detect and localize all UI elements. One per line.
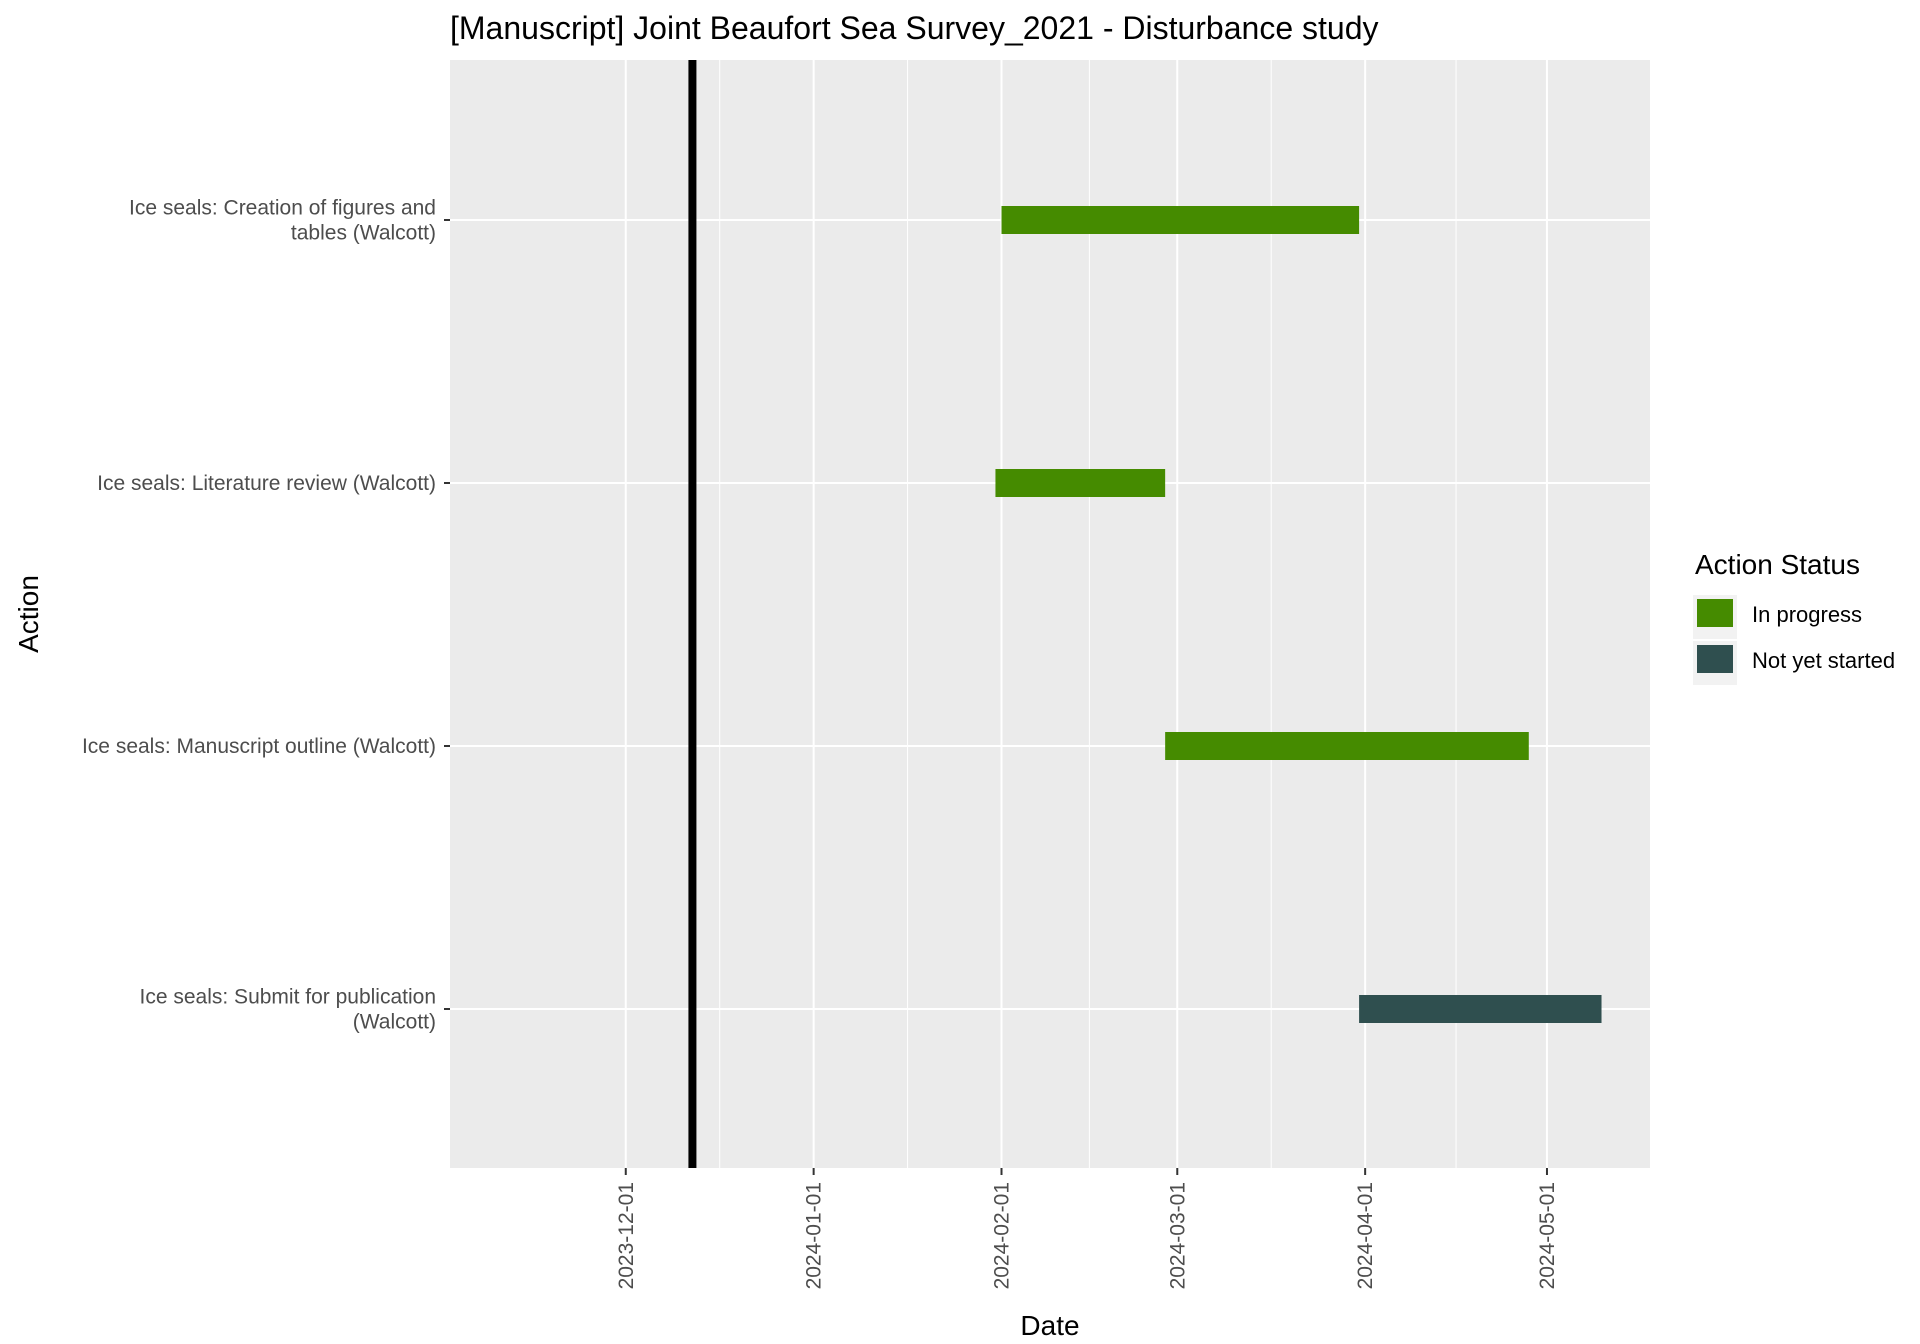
legend-swatch-0 [1697,599,1733,627]
legend-swatch-1 [1697,645,1733,673]
x-tick-label-4: 2024-04-01 [1354,1182,1377,1289]
chart-title: [Manuscript] Joint Beaufort Sea Survey_2… [450,10,1378,46]
x-axis-title: Date [1020,1310,1079,1341]
x-axis: 2023-12-01 2024-01-01 2024-02-01 2024-03-01… [615,1168,1559,1289]
y-axis: Ice seals: Creation of figures andtables… [82,197,450,1034]
y-tick-label-0-1: tables (Walcott) [291,222,436,245]
legend-label-0: In progress [1752,602,1862,627]
y-tick-label-2-0: Ice seals: Manuscript outline (Walcott) [82,735,436,758]
task-bar-2 [1165,732,1529,760]
task-bar-1 [995,469,1166,497]
y-axis-title: Action [13,575,44,653]
plot-panel [450,60,1650,1168]
x-tick-label-1: 2024-01-01 [803,1182,826,1289]
legend-label-1: Not yet started [1752,648,1895,673]
y-tick-label-1-0: Ice seals: Literature review (Walcott) [97,472,436,495]
y-tick-label-0-0: Ice seals: Creation of figures and [129,197,436,220]
legend: Action Status In progress Not yet started [1693,549,1895,685]
x-tick-label-2: 2024-02-01 [991,1182,1014,1289]
legend-title: Action Status [1695,549,1860,580]
y-tick-label-3-1: (Walcott) [353,1011,436,1034]
x-tick-label-0: 2023-12-01 [615,1182,638,1289]
task-bar-0 [1001,206,1360,234]
y-tick-label-3-0: Ice seals: Submit for publication [140,986,436,1009]
task-bars [995,206,1602,1023]
x-tick-label-3: 2024-03-01 [1166,1182,1189,1289]
task-bar-3 [1359,995,1602,1023]
x-tick-label-5: 2024-05-01 [1536,1182,1559,1289]
